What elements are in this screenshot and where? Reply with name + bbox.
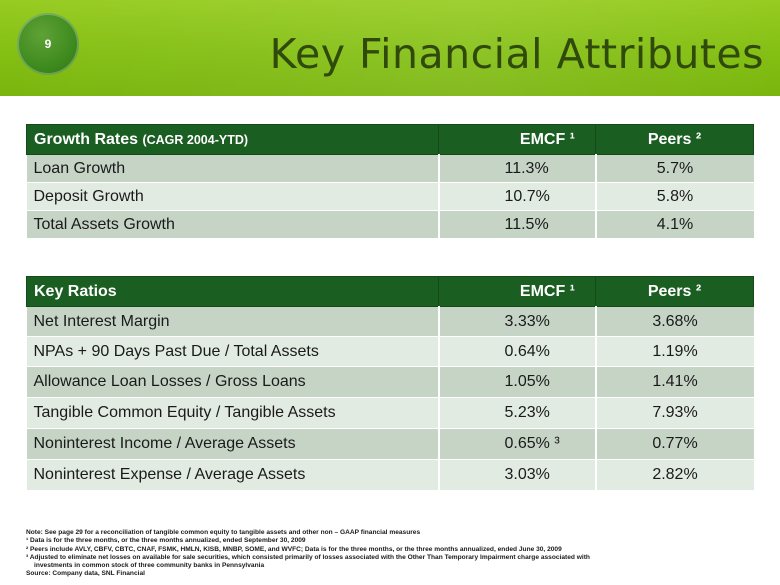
growth-header-label: Growth Rates (CAGR 2004-YTD) [26,124,439,155]
table-row: Net Interest Margin 3.33% 3.68% [26,306,754,337]
growth-header-emcf: EMCF ¹ [438,124,596,155]
table-header-row: Growth Rates (CAGR 2004-YTD) EMCF ¹ Peer… [26,124,754,155]
growth-rates-table: Growth Rates (CAGR 2004-YTD) EMCF ¹ Peer… [26,124,754,239]
header-shade [0,0,780,96]
row-label: Noninterest Income / Average Assets [26,428,439,460]
table-header-row: Key Ratios EMCF ¹ Peers ² [26,276,754,307]
row-label: Allowance Loan Losses / Gross Loans [26,366,439,398]
peers-value: 5.8% [595,182,754,211]
row-label: Loan Growth [26,154,439,183]
row-label: NPAs + 90 Days Past Due / Total Assets [26,336,439,367]
peers-value: 2.82% [595,459,754,491]
emcf-value: 5.23% [437,397,597,429]
emcf-value: 1.05% [437,366,597,398]
table-row: Total Assets Growth 11.5% 4.1% [26,210,754,239]
table-row: Deposit Growth 10.7% 5.8% [26,182,754,211]
emcf-value: 0.64% [437,336,597,367]
row-label: Deposit Growth [26,182,439,211]
ratios-header-label: Key Ratios [26,276,439,307]
row-label: Total Assets Growth [26,210,439,239]
emcf-value: 10.7% [437,182,597,211]
slide-title: Key Financial Attributes [269,30,764,78]
footnote-note: Note: See page 29 for a reconciliation o… [26,529,421,536]
footnote-1: ¹ Data is for the three months, or the t… [26,537,306,545]
peers-value: 1.41% [595,366,754,398]
ratios-header-peers: Peers ² [595,276,754,307]
peers-value: 5.7% [595,154,754,183]
table-row: Tangible Common Equity / Tangible Assets… [26,397,754,429]
key-ratios-table: Key Ratios EMCF ¹ Peers ² Net Interest M… [26,276,754,491]
emcf-value: 11.3% [437,154,597,183]
table-row: Loan Growth 11.3% 5.7% [26,154,754,183]
table-row: Noninterest Expense / Average Assets 3.0… [26,459,754,491]
table-row: NPAs + 90 Days Past Due / Total Assets 0… [26,336,754,367]
header-banner: 9 Key Financial Attributes [0,0,780,96]
peers-value: 7.93% [595,397,754,429]
footnote-2: ² Peers include AVLY, CBFV, CBTC, CNAF, … [26,545,562,553]
footnote-3: ³ Adjusted to eliminate net losses on av… [26,553,590,561]
emcf-value: 0.65% ³ [437,428,597,460]
growth-header-title: Growth Rates [34,130,139,148]
row-label: Net Interest Margin [26,306,439,337]
growth-header-peers: Peers ² [595,124,754,155]
footnotes: Note: See page 29 for a reconciliation o… [26,529,766,579]
page-number: 9 [44,37,52,51]
page-number-badge: 9 [17,13,79,75]
peers-value: 4.1% [595,210,754,239]
row-label: Noninterest Expense / Average Assets [26,459,439,491]
emcf-value: 3.03% [437,459,597,491]
emcf-value: 3.33% [437,306,597,337]
footnote-3-continued: investments in common stock of three com… [34,562,265,570]
peers-value: 0.77% [595,428,754,460]
growth-header-subtitle: (CAGR 2004-YTD) [142,132,249,147]
peers-value: 1.19% [595,336,754,367]
ratios-header-emcf: EMCF ¹ [438,276,596,307]
footnote-source: Source: Company data, SNL Financial [26,570,145,578]
emcf-value: 11.5% [437,210,597,239]
table-row: Noninterest Income / Average Assets 0.65… [26,428,754,460]
peers-value: 3.68% [595,306,754,337]
row-label: Tangible Common Equity / Tangible Assets [26,397,439,429]
table-row: Allowance Loan Losses / Gross Loans 1.05… [26,366,754,398]
